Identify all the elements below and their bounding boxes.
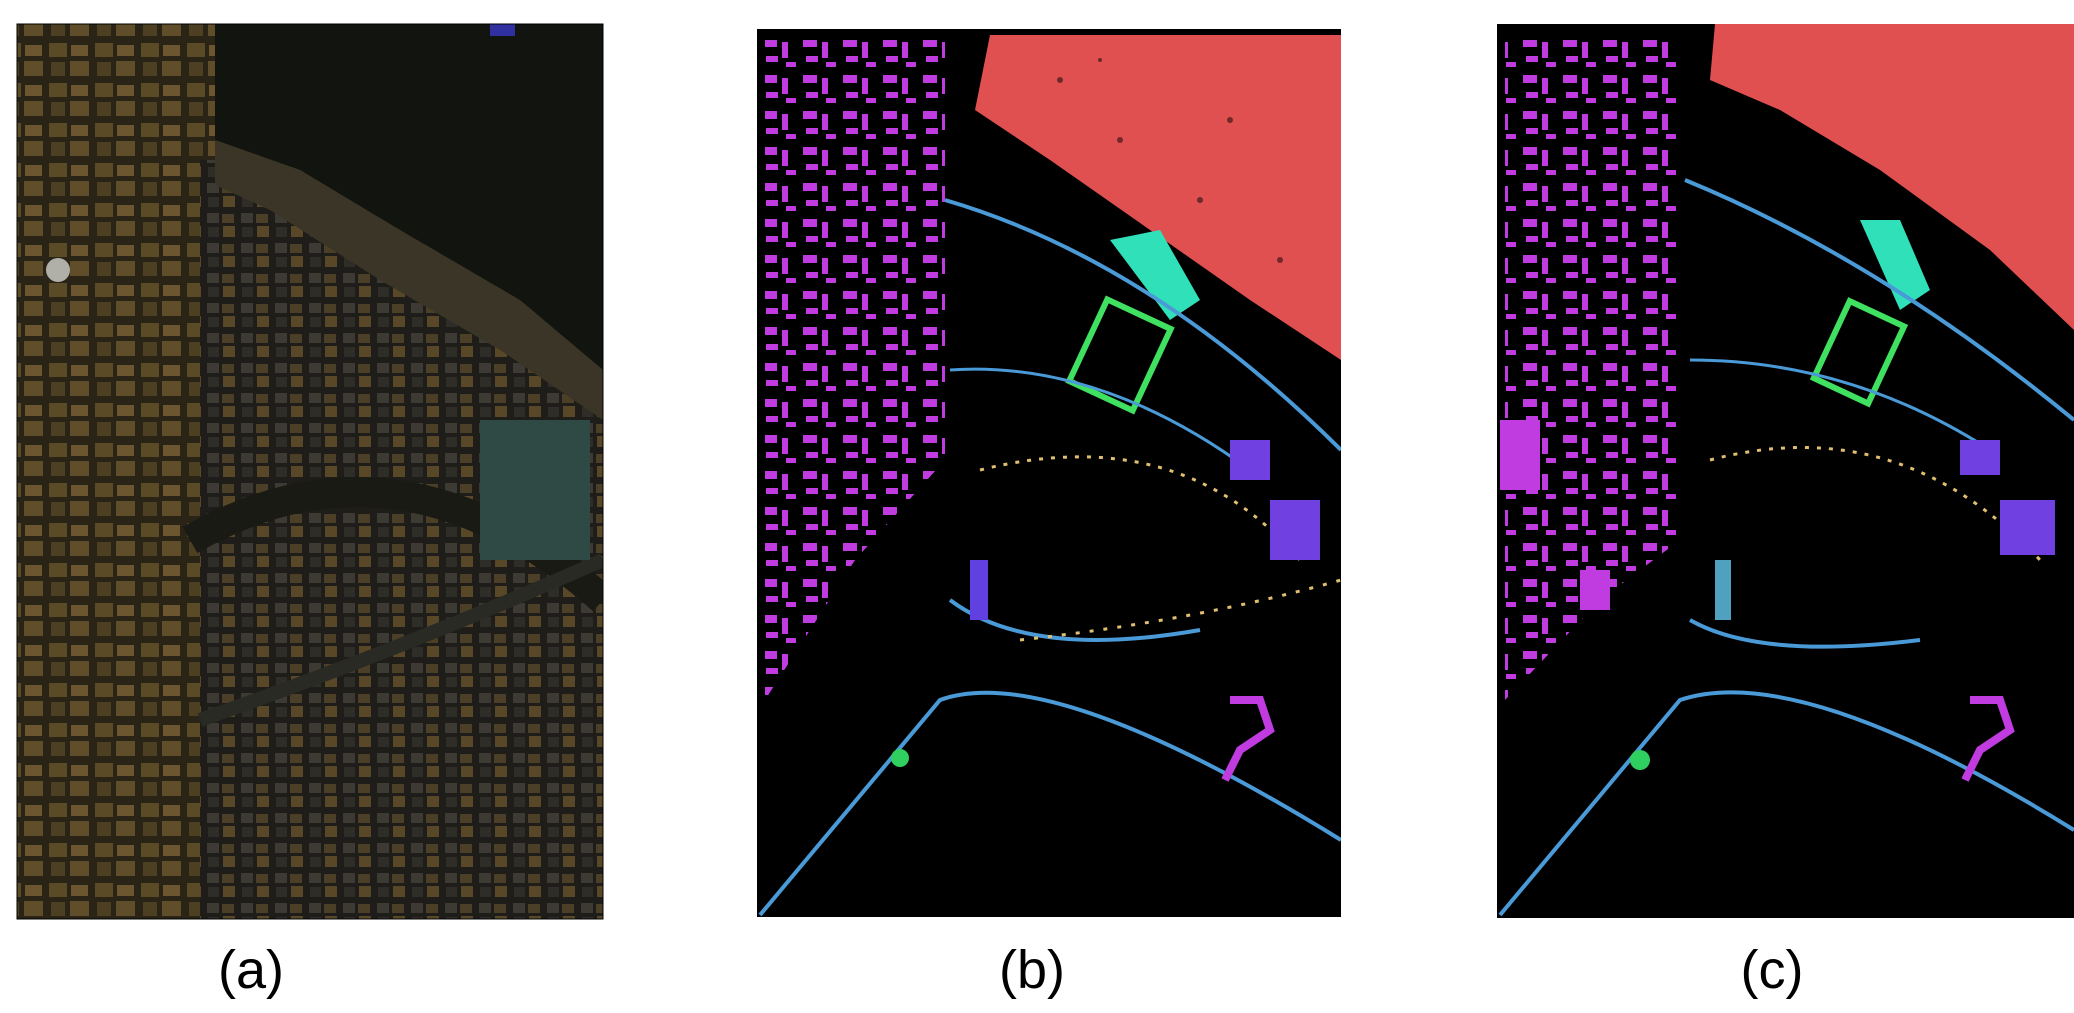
panel-label: (b) [999, 940, 1065, 1000]
classification-map [757, 29, 1341, 917]
panel-label: (a) [218, 940, 284, 1000]
rgb-image [17, 24, 603, 919]
panel-label: (c) [1741, 940, 1804, 1000]
figure: (a) (b) (c) [0, 0, 2074, 1013]
classification-map [1497, 24, 2074, 918]
